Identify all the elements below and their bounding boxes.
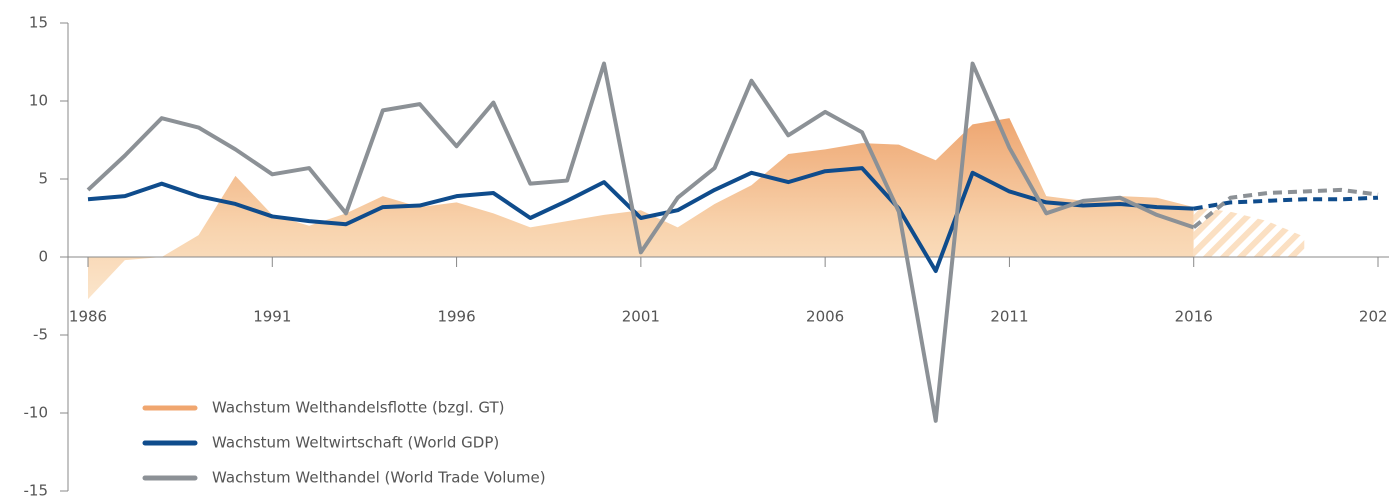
line	[86, 61, 1195, 423]
y-tick-label: -10	[24, 404, 49, 422]
y-tick-label: 15	[29, 14, 48, 32]
legend-label: Wachstum Welthandel (World Trade Volume)	[212, 469, 546, 487]
y-tick-label: 0	[38, 248, 48, 266]
x-tick-label: 1991	[253, 308, 291, 326]
x-tick-label: 2016	[1175, 308, 1213, 326]
area	[88, 118, 1194, 300]
x-tick-label: 2011	[990, 308, 1028, 326]
legend-label: Wachstum Weltwirtschaft (World GDP)	[212, 434, 499, 452]
x-tick-label: 2021	[1359, 308, 1389, 326]
y-tick-label: 5	[38, 170, 48, 188]
projection-area	[1193, 207, 1305, 257]
x-tick-label: 1996	[437, 308, 475, 326]
y-tick-label: -15	[24, 482, 49, 499]
y-tick-label: 10	[29, 92, 48, 110]
line	[87, 166, 1194, 274]
x-tick-label: 2001	[622, 308, 660, 326]
legend-label: Wachstum Welthandelsflotte (bzgl. GT)	[212, 399, 505, 417]
y-tick-label: -5	[33, 326, 48, 344]
x-tick-label: 1986	[69, 308, 107, 326]
x-tick-label: 2006	[806, 308, 844, 326]
